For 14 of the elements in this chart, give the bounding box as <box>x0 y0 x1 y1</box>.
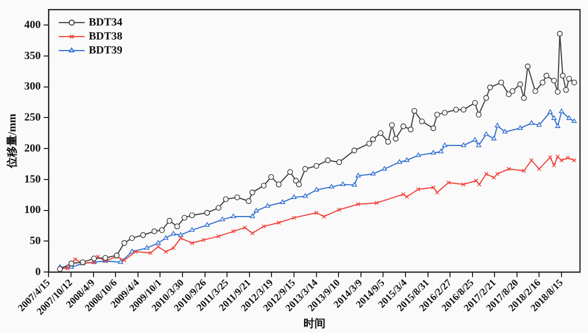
legend-label: BDT38 <box>88 30 123 42</box>
y-tick-label: 300 <box>24 80 42 93</box>
y-tick-label: 100 <box>24 204 42 216</box>
y-tick-label: 50 <box>30 235 42 248</box>
y-tick-label: 400 <box>24 18 42 31</box>
y-tick-label: 0 <box>35 266 42 278</box>
y-tick-label: 350 <box>24 50 42 62</box>
y-tick-label: 150 <box>24 173 42 186</box>
legend-label: BDT39 <box>88 44 123 56</box>
y-axis-title: 位移量/mm <box>5 114 18 170</box>
y-tick-label: 200 <box>24 142 42 154</box>
y-tick-label: 250 <box>24 112 42 124</box>
legend-label: BDT34 <box>88 16 123 28</box>
x-axis-title: 时间 <box>303 317 326 330</box>
